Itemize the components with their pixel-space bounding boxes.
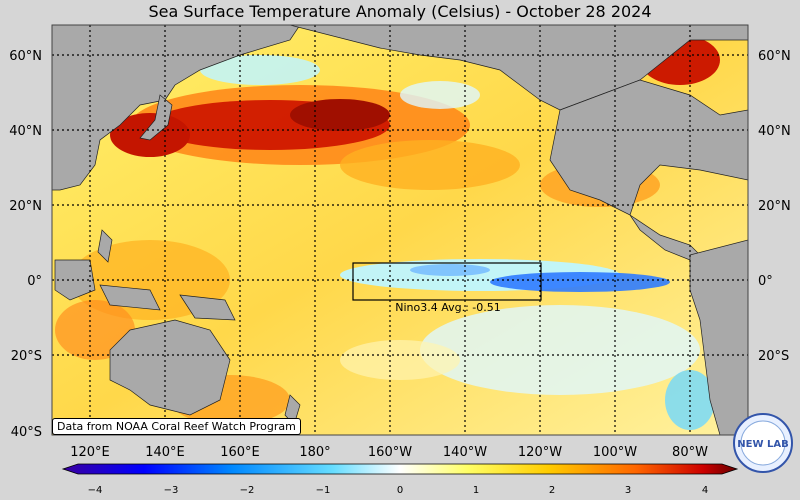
colorbar-tick: 1 (473, 485, 479, 496)
lat-label: 0° (758, 274, 773, 289)
lon-label: 140°W (443, 445, 487, 460)
logo-text: NEW LAB (737, 439, 788, 450)
lon-label: 120°W (518, 445, 562, 460)
lab-logo[interactable]: NEW LAB (732, 412, 794, 474)
nino34-region-box (352, 262, 542, 301)
lat-label: 60°N (758, 49, 791, 64)
colorbar-tick: −2 (240, 485, 255, 496)
lat-label: 20°N (9, 199, 42, 214)
colorbar-tick: 0 (397, 485, 403, 496)
lat-labels-right: 60°N 40°N 20°N 0° 20°S (758, 49, 791, 364)
lon-label: 120°E (70, 445, 110, 460)
lon-labels: 120°E 140°E 160°E 180° 160°W 140°W 120°W… (70, 445, 708, 460)
lon-label: 160°E (220, 445, 260, 460)
lon-label: 100°W (593, 445, 637, 460)
land-masses (52, 25, 748, 435)
colorbar: −4 −3 −2 −1 0 1 2 3 4 (61, 463, 739, 496)
map-area (52, 25, 748, 435)
lat-labels-left: 60°N 40°N 20°N 0° 20°S 40°S (9, 49, 42, 440)
colorbar-tick: 2 (549, 485, 555, 496)
lon-label: 160°W (368, 445, 412, 460)
page-title: Sea Surface Temperature Anomaly (Celsius… (148, 2, 652, 21)
colorbar-tick: 3 (625, 485, 631, 496)
lon-label: 80°W (672, 445, 708, 460)
graticule (52, 25, 748, 435)
lat-label: 40°S (11, 425, 42, 440)
colorbar-tick: −3 (164, 485, 179, 496)
nino34-label: Nino3.4 Avg.: -0.51 (395, 301, 501, 314)
lon-label: 180° (299, 445, 330, 460)
colorbar-gradient (61, 463, 739, 475)
lon-label: 140°E (145, 445, 185, 460)
lat-label: 60°N (9, 49, 42, 64)
colorbar-tick: −1 (316, 485, 331, 496)
lat-label: 40°N (758, 124, 791, 139)
map-frame (51, 24, 749, 436)
lat-label: 0° (27, 274, 42, 289)
lat-label: 20°N (758, 199, 791, 214)
lat-label: 40°N (9, 124, 42, 139)
data-source-note: Data from NOAA Coral Reef Watch Program (52, 418, 301, 435)
lat-label: 20°S (11, 349, 42, 364)
colorbar-tick: 4 (702, 485, 708, 496)
colorbar-tick: −4 (88, 485, 103, 496)
lat-label: 20°S (758, 349, 789, 364)
